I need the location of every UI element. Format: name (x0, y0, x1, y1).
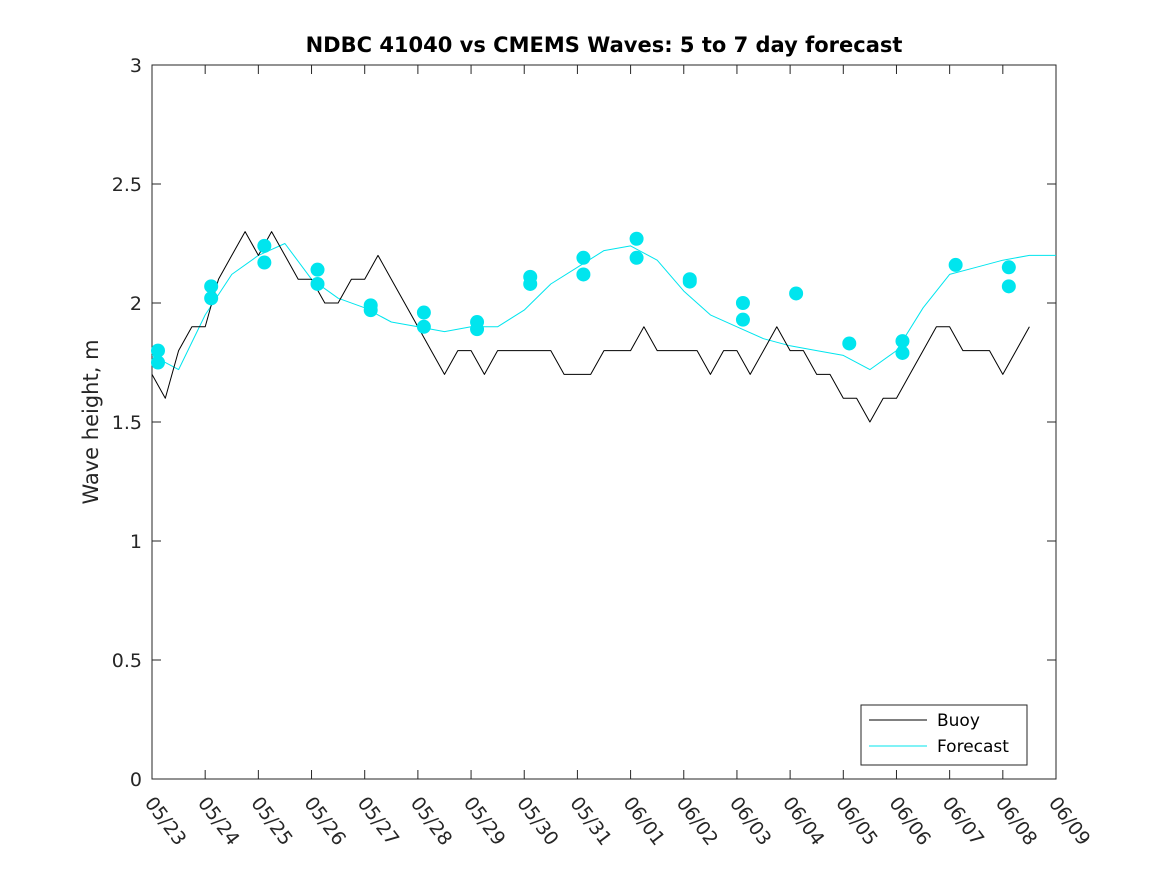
x-tick-label: 06/06 (884, 793, 935, 850)
forecast-start-marker (257, 238, 272, 253)
forecast-start-marker (470, 322, 485, 337)
forecast-start-marker (151, 343, 165, 358)
series-layer (151, 231, 1056, 423)
x-tick-label: 06/07 (938, 793, 989, 850)
plot-area (151, 64, 1057, 780)
forecast-start-marker (416, 305, 431, 320)
forecast-start-marker (1001, 260, 1016, 275)
x-tick-label: 05/29 (459, 793, 510, 850)
y-tick-label: 2.5 (112, 174, 142, 196)
y-tick-label: 0 (130, 769, 142, 791)
forecast-start-marker (416, 319, 431, 334)
y-tick-label: 1.5 (112, 412, 142, 434)
x-tick-label: 06/05 (831, 793, 882, 850)
forecast-start-marker (204, 279, 219, 294)
legend-buoy-label: Buoy (937, 711, 980, 731)
forecast-start-marker (895, 345, 910, 360)
forecast-start-marker (735, 312, 750, 327)
forecast-start-marker (842, 336, 857, 351)
forecast-start-marker (310, 276, 325, 291)
y-tick-label: 2 (130, 293, 142, 315)
x-tick-label: 06/02 (672, 793, 723, 850)
x-tick-label: 05/31 (565, 793, 616, 850)
plot-frame (151, 64, 1057, 780)
forecast-start-marker (682, 274, 697, 289)
y-tick-label: 0.5 (112, 650, 142, 672)
x-tick-label: 05/24 (193, 793, 244, 850)
x-tick-label: 06/09 (1044, 793, 1095, 850)
x-tick-label: 05/25 (246, 793, 297, 850)
forecast-start-marker (576, 267, 591, 282)
forecast-start-marker (310, 262, 325, 277)
buoy-line (151, 231, 1030, 423)
x-tick-label: 05/23 (140, 793, 191, 850)
y-tick-label: 3 (130, 55, 142, 77)
x-tick-label: 05/28 (406, 793, 457, 850)
forecast-start-marker (1001, 279, 1016, 294)
forecast-start-marker (629, 231, 644, 246)
forecast-start-marker (789, 286, 804, 301)
y-tick-label: 1 (130, 531, 142, 553)
x-tick-label: 05/30 (512, 793, 563, 850)
forecast-start-marker (895, 334, 910, 349)
x-tick-label: 05/27 (353, 793, 404, 850)
x-tick-label: 06/03 (725, 793, 776, 850)
forecast-start-marker (204, 291, 219, 306)
x-tick-label: 05/26 (300, 793, 351, 850)
x-tick-label: 06/08 (991, 793, 1042, 850)
y-axis-label: Wave height, m (79, 339, 103, 504)
forecast-start-marker (257, 255, 272, 270)
forecast-start-marker (629, 250, 644, 265)
forecast-start-marker (735, 296, 750, 310)
x-tick-label: 06/04 (778, 793, 829, 850)
forecast-start-marker (363, 303, 378, 318)
forecast-start-marker (576, 250, 591, 265)
forecast-start-marker (948, 257, 963, 272)
legend-forecast-label: Forecast (937, 737, 1009, 757)
x-tick-label: 06/01 (619, 793, 670, 850)
forecast-start-marker (523, 276, 538, 291)
legend-box (860, 704, 1028, 766)
forecast-start-marker (151, 355, 165, 370)
chart-title: NDBC 41040 vs CMEMS Waves: 5 to 7 day fo… (306, 33, 903, 57)
legend: Buoy Forecast (860, 704, 1028, 766)
